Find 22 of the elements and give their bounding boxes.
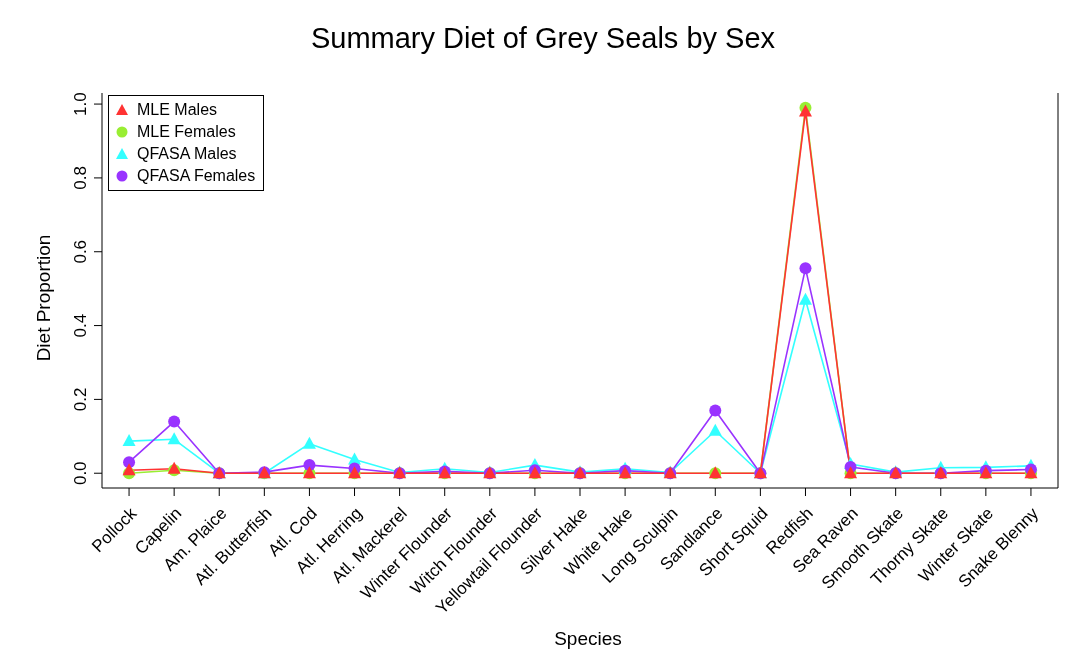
legend-label: MLE Males [137, 100, 218, 120]
y-tick-label: 0.4 [71, 313, 90, 338]
y-tick-label: 0.0 [71, 461, 90, 486]
point [168, 415, 181, 428]
y-tick-label: 0.2 [71, 387, 90, 412]
x-axis-title: Species [553, 628, 623, 650]
point [708, 423, 722, 436]
y-tick-label: 0.8 [71, 166, 90, 190]
point [167, 432, 181, 445]
y-tick-label: 1.0 [71, 92, 90, 116]
legend-label: QFASA Males [137, 144, 237, 164]
point [302, 436, 316, 449]
legend-label: MLE Females [137, 122, 236, 142]
point [122, 463, 136, 476]
point [709, 404, 722, 417]
point [798, 292, 812, 305]
chart-title: Summary Diet of Grey Seals by Sex [309, 22, 777, 55]
point [122, 434, 136, 447]
point [799, 262, 812, 275]
legend-label: QFASA Females [137, 166, 256, 186]
y-tick-label: 0.6 [71, 239, 90, 264]
y-axis-title: Diet Proportion [33, 234, 55, 362]
